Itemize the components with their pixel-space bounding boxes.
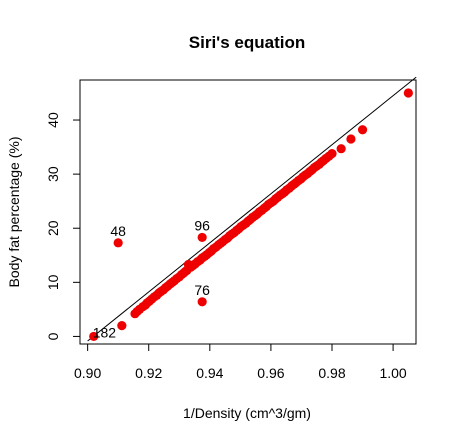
outlier-label: 182 bbox=[93, 324, 117, 340]
outlier-point bbox=[197, 232, 207, 243]
chart-title: Siri's equation bbox=[189, 33, 305, 52]
data-point bbox=[327, 148, 337, 159]
x-tick-label: 0.92 bbox=[135, 365, 162, 381]
data-points bbox=[89, 88, 413, 342]
y-axis-label: Body fat percentage (%) bbox=[6, 137, 22, 288]
outlier-annotations: 48 96 76 182 bbox=[93, 217, 210, 340]
y-axis: 0 10 20 30 40 bbox=[45, 112, 81, 340]
x-tick-label: 1.00 bbox=[379, 365, 406, 381]
y-tick-label: 10 bbox=[45, 274, 61, 290]
x-tick-label: 0.94 bbox=[196, 365, 223, 381]
outlier-point bbox=[197, 297, 207, 307]
y-tick-label: 30 bbox=[45, 166, 61, 182]
outlier-label: 76 bbox=[194, 282, 210, 298]
reference-line bbox=[87, 76, 417, 342]
outlier-label: 48 bbox=[110, 223, 126, 239]
outlier-point bbox=[89, 331, 99, 342]
x-axis: 0.90 0.92 0.94 0.96 0.98 1.00 bbox=[74, 343, 407, 381]
x-tick-label: 0.96 bbox=[257, 365, 284, 381]
data-point bbox=[403, 88, 413, 98]
outlier-point bbox=[113, 238, 123, 248]
data-point bbox=[346, 134, 356, 144]
y-tick-label: 0 bbox=[45, 332, 61, 340]
data-point bbox=[117, 321, 127, 331]
x-tick-label: 0.98 bbox=[318, 365, 345, 381]
y-tick-label: 40 bbox=[45, 112, 61, 128]
outlier-label: 96 bbox=[194, 217, 210, 233]
x-tick-label: 0.90 bbox=[74, 365, 101, 381]
data-point bbox=[357, 125, 368, 135]
x-axis-label: 1/Density (cm^3/gm) bbox=[183, 405, 311, 421]
data-point bbox=[336, 144, 346, 154]
y-tick-label: 20 bbox=[45, 220, 61, 236]
plot-area: 0.90 0.92 0.94 0.96 0.98 1.00 0 10 20 30 40 48 96 7… bbox=[45, 76, 417, 381]
